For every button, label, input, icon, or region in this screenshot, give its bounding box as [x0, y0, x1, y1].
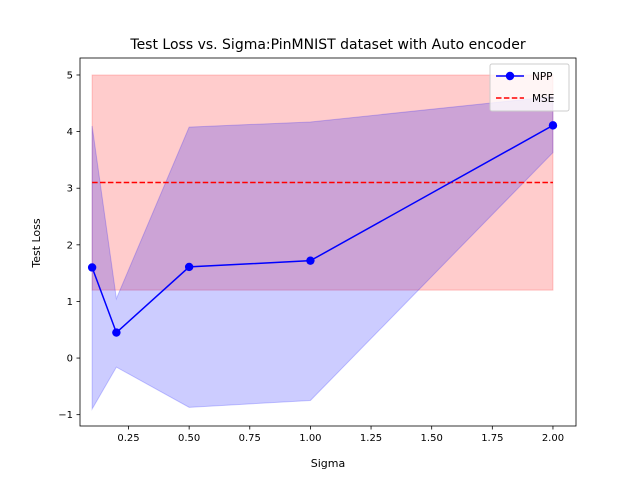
axes: 0.25 0.50 0.75 1.00 1.25 1.50 1.75 2.00 −1 0 1 2 3 4 5 [58, 57, 577, 444]
y-tick-label: −1 [58, 410, 73, 421]
x-tick-label: 0.50 [178, 433, 200, 444]
npp-band [91, 95, 554, 411]
y-tick-label: 1 [67, 297, 73, 308]
npp-point [306, 256, 315, 265]
chart-title: Test Loss vs. Sigma:PinMNIST dataset wit… [129, 37, 525, 53]
y-tick-label: 0 [67, 354, 73, 365]
npp-point [548, 121, 558, 130]
y-tick-label: 4 [67, 127, 73, 138]
npp-point [112, 328, 121, 337]
y-tick-label: 5 [67, 70, 73, 81]
y-axis-label: Test Loss [30, 218, 43, 269]
y-tick-label: 3 [67, 184, 73, 195]
npp-point [184, 262, 194, 272]
x-tick-label: 2.00 [542, 433, 564, 444]
legend: NPP MSE [489, 63, 570, 112]
legend-npp-label: NPP [532, 71, 553, 83]
x-tick-label: 1.75 [481, 433, 503, 444]
x-tick-label: 0.25 [117, 433, 139, 444]
legend-npp-marker [505, 71, 515, 81]
npp-point [87, 263, 97, 272]
y-tick-label: 2 [67, 240, 73, 251]
x-tick-label: 0.75 [239, 433, 261, 444]
x-axis-label: Sigma [311, 457, 345, 470]
x-tick-label: 1.25 [360, 433, 382, 444]
legend-box [489, 63, 570, 112]
plot-area [87, 74, 558, 411]
axes-frame [79, 57, 577, 427]
x-tick-label: 1.50 [421, 433, 443, 444]
legend-mse-label: MSE [532, 93, 554, 105]
x-tick-label: 1.00 [299, 433, 321, 444]
